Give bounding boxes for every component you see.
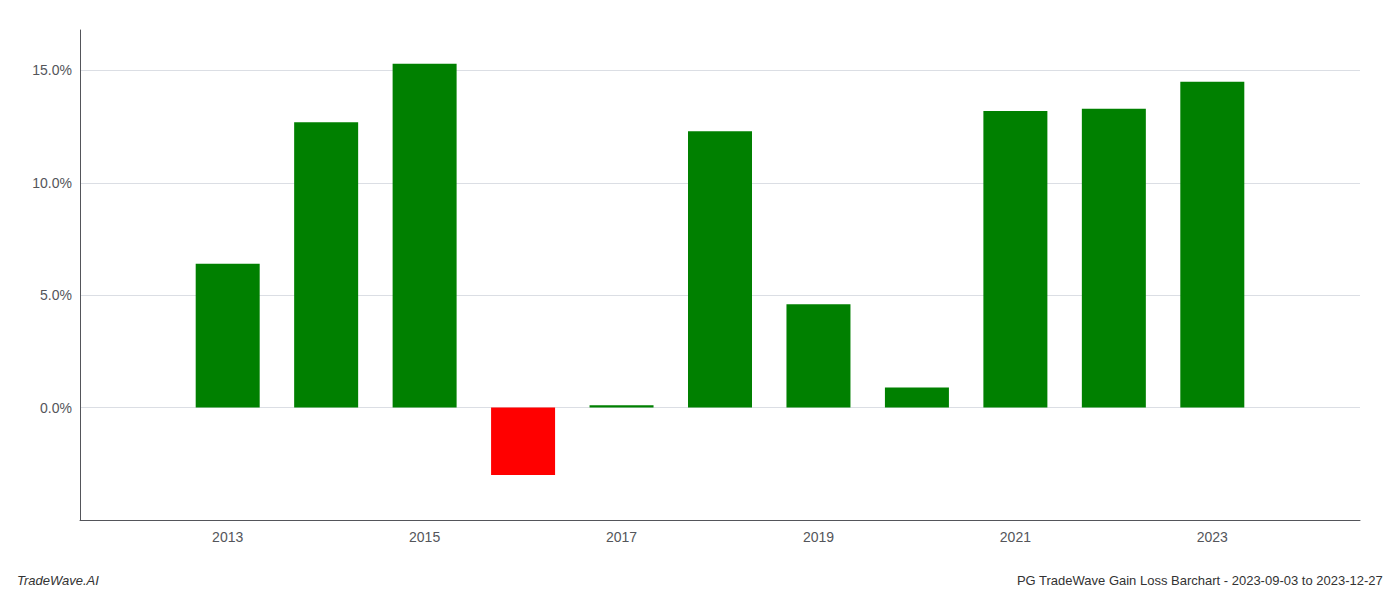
svg-text:TradeWave.AI: TradeWave.AI [17, 573, 99, 588]
svg-text:15.0%: 15.0% [32, 62, 72, 78]
svg-text:2019: 2019 [803, 529, 834, 545]
svg-text:2023: 2023 [1197, 529, 1228, 545]
svg-text:2021: 2021 [1000, 529, 1031, 545]
svg-text:2013: 2013 [212, 529, 243, 545]
svg-text:2015: 2015 [409, 529, 440, 545]
svg-text:PG TradeWave Gain Loss Barchar: PG TradeWave Gain Loss Barchart - 2023-0… [1017, 573, 1383, 588]
svg-text:10.0%: 10.0% [32, 175, 72, 191]
svg-text:2017: 2017 [606, 529, 637, 545]
svg-text:0.0%: 0.0% [40, 400, 72, 416]
svg-text:5.0%: 5.0% [40, 287, 72, 303]
